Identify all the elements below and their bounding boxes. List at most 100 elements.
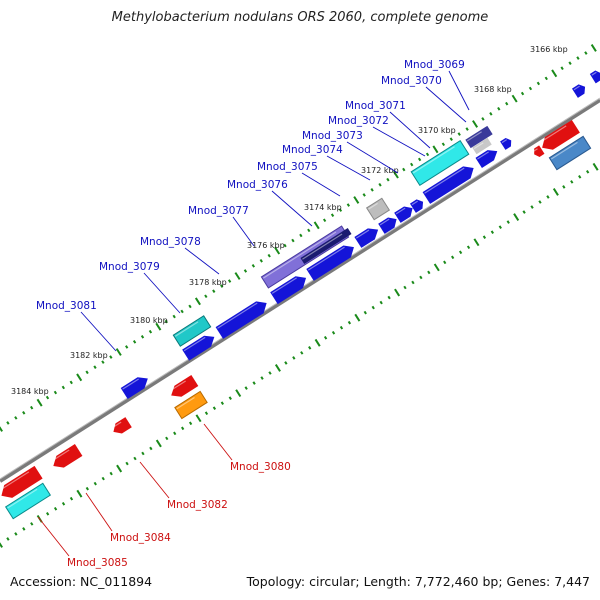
gene-leader-line [301, 172, 341, 197]
gene-arrow-shape [354, 228, 379, 248]
gene-arrow [378, 217, 397, 234]
kbp-tick-label: 3166 kbp [530, 45, 568, 54]
gene-arrow-shape [365, 197, 391, 221]
tick-mark [133, 456, 137, 461]
tick-mark [101, 476, 105, 481]
tick-mark [220, 401, 225, 405]
gene-arrow-shape [465, 125, 493, 149]
tick-mark [85, 486, 90, 491]
gene-arrow-shine [183, 336, 206, 352]
tick-mark [419, 275, 423, 280]
gene-arrow [51, 444, 83, 468]
gene-arrow [472, 137, 492, 155]
tick-mark [149, 446, 153, 451]
tick-layer [0, 44, 599, 548]
tick-mark [506, 220, 510, 224]
tick-mark [155, 322, 162, 331]
tick-mark [307, 228, 311, 233]
kbp-tick-label: 3184 kbp [11, 387, 49, 396]
gene-arrow-shine [111, 421, 122, 429]
tick-mark [30, 405, 34, 410]
tick-mark [76, 489, 83, 498]
gene-arrow-shape [472, 137, 492, 155]
tick-mark [30, 522, 34, 526]
gene-leader-line [425, 86, 467, 123]
gene-arrow-shine [169, 380, 186, 392]
tick-mark [379, 300, 383, 305]
tick-mark [148, 329, 153, 334]
tick-mark [14, 532, 18, 536]
gene-arrow [571, 84, 586, 98]
tick-mark [181, 426, 185, 431]
tick-mark [584, 51, 588, 55]
tick-mark [299, 233, 303, 238]
gene-leader-line [139, 461, 170, 499]
tick-mark [14, 416, 18, 420]
tick-mark [6, 537, 10, 541]
kbp-tick-label: 3172 kbp [361, 166, 399, 175]
gene-arrow [300, 228, 352, 264]
kbp-tick-label: 3176 kbp [247, 241, 285, 250]
gene-arrow-shape [500, 137, 512, 150]
gene-arrow-shape [172, 315, 212, 347]
gene-arrow [4, 482, 52, 520]
tick-mark [313, 221, 320, 230]
tick-mark [141, 451, 145, 456]
gene-arrow [354, 228, 379, 248]
tick-mark [590, 44, 597, 52]
genome-backbone [0, 98, 600, 483]
tick-mark [331, 330, 336, 335]
tick-mark [140, 334, 145, 339]
tick-mark [570, 180, 574, 184]
tick-mark [204, 411, 209, 416]
tick-mark [498, 225, 502, 229]
tick-mark [370, 188, 374, 192]
tick-mark [394, 288, 401, 297]
gene-arrow [172, 315, 212, 347]
tick-mark [22, 410, 26, 415]
gene-label-mnod_3072: Mnod_3072 [328, 115, 389, 127]
gene-arrow-shape [1, 465, 43, 498]
gene-arrow-shape [378, 217, 397, 234]
tick-mark [560, 66, 564, 71]
gene-arrow [533, 145, 545, 157]
tick-mark [363, 310, 367, 315]
gene-arrow-shape [394, 206, 413, 223]
tick-mark [292, 356, 296, 360]
gene-label-mnod_3079: Mnod_3079 [99, 261, 160, 273]
tick-mark [252, 381, 256, 385]
tick-mark [339, 325, 344, 330]
gene-arrow-shape [542, 119, 580, 150]
tick-mark [132, 340, 137, 344]
accession-label: Accession: NC_011894 [10, 574, 153, 589]
gene-arrow-shine [122, 378, 139, 390]
gene-arrow-shape [409, 199, 424, 213]
tick-mark [194, 297, 201, 306]
tick-mark [443, 260, 447, 265]
tick-mark [386, 177, 390, 182]
tick-mark [283, 243, 287, 248]
gene-arrow-shine [271, 277, 297, 294]
gene-arrow-shape [120, 377, 148, 399]
gene-arrow [422, 166, 474, 204]
tick-mark [551, 69, 558, 78]
tick-mark [220, 284, 224, 288]
tick-mark [204, 294, 208, 299]
tick-mark [465, 127, 469, 131]
gene-arrow-shape [113, 417, 132, 434]
tick-mark [522, 210, 526, 214]
tick-mark [505, 101, 509, 106]
tick-mark [592, 162, 599, 171]
tick-mark [109, 355, 113, 359]
tick-mark [458, 250, 463, 255]
tick-mark [235, 389, 242, 398]
tick-mark [562, 185, 566, 189]
gene-leader-line [448, 70, 470, 111]
tick-mark [188, 304, 192, 309]
gene-label-mnod_3069: Mnod_3069 [404, 59, 465, 71]
tick-mark [93, 481, 97, 486]
gene-arrow-shine [466, 131, 482, 142]
tick-mark [497, 106, 501, 111]
tick-mark [378, 182, 382, 187]
